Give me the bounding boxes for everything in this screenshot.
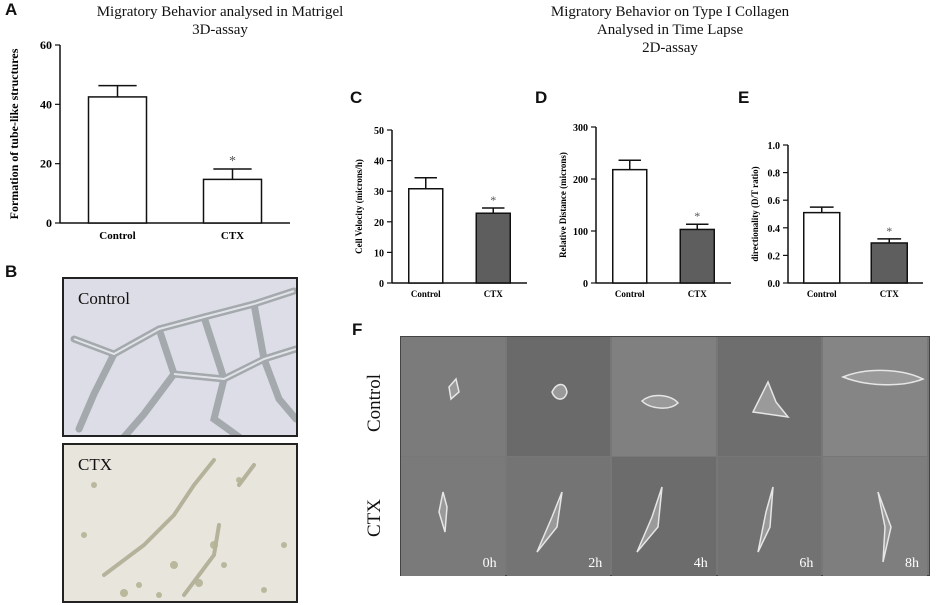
chart-a-ytick-label: 40 (40, 97, 52, 111)
cell-silhouette (841, 369, 926, 386)
matrigel-heading-line2: 3D-assay (192, 22, 248, 38)
timelapse-cell-ctx-0h: 0h (401, 457, 505, 576)
photo-ctx: CTX (62, 443, 298, 603)
chart-e: 0.0 0.2 0.4 0.6 0.8 1.0 directionality (D/T ra… (750, 141, 923, 299)
row-label-ctx: CTX (364, 499, 385, 537)
photo-control-label: Control (78, 289, 130, 308)
panel-letter-d: D (535, 88, 548, 107)
chart-e-ytick-label: 0.2 (768, 251, 781, 262)
chart-e-ytick-label: 0.8 (768, 169, 781, 180)
chart-e-significance: * (886, 224, 892, 238)
chart-a-significance: * (229, 154, 236, 169)
cell-silhouette (535, 491, 563, 553)
photo-ctx-label: CTX (78, 455, 112, 474)
timelapse-cell-control-2h (506, 337, 611, 456)
collagen-heading-line1: Migratory Behavior on Type I Collagen (550, 4, 790, 20)
chart-c-ytick-label: 50 (374, 126, 384, 137)
panel-letter-c: C (350, 88, 363, 107)
chart-a-category-label: Control (99, 230, 135, 242)
timepoint-label: 2h (588, 556, 603, 571)
timelapse-cell-control-0h (401, 337, 505, 456)
cell-silhouette (438, 491, 448, 533)
chart-c-category-label: Control (411, 289, 441, 299)
chart-a-bar-ctx (202, 178, 263, 224)
chart-c-significance: * (490, 193, 496, 207)
timelapse-cell-control-4h (612, 337, 716, 456)
timelapse-cell-control-8h (823, 337, 927, 456)
chart-c-bar-control (408, 188, 444, 284)
chart-c-ytick-label: 0 (379, 279, 384, 290)
chart-d: 0 100 200 300 Relative Distance (microns) Con… (558, 123, 731, 299)
cell-silhouette (550, 383, 568, 400)
row-label-control: Control (364, 373, 385, 433)
chart-c-bar-ctx (475, 212, 511, 284)
matrigel-heading: Migratory Behavior analysed in Matrigel … (70, 3, 370, 39)
photo-control-network (70, 287, 296, 435)
panel-letter-b: B (5, 262, 18, 281)
cell-silhouette (641, 394, 680, 409)
cell-silhouette (757, 486, 774, 553)
chart-a-ylabel: Formation of tube-like structures (7, 48, 21, 219)
timepoint-label: 0h (482, 556, 497, 571)
timelapse-frame: 0h 2h 4h 6h 8h (400, 336, 930, 576)
chart-d-bar-ctx (679, 228, 715, 284)
panel-letter-f: F (352, 320, 363, 339)
chart-d-ytick-label: 100 (573, 227, 588, 238)
chart-c-category-label: CTX (484, 289, 504, 299)
matrigel-heading-line1: Migratory Behavior analysed in Matrigel (96, 4, 344, 20)
chart-d-ytick-label: 300 (573, 123, 588, 134)
chart-a-category-label: CTX (221, 230, 244, 242)
chart-e-category-label: Control (807, 289, 837, 299)
timelapse-cell-ctx-8h: 8h (823, 457, 927, 576)
timepoint-label: 8h (904, 556, 919, 571)
chart-a: 0 20 40 60 Formation of tube-like structures… (7, 38, 290, 242)
chart-e-ytick-label: 0.4 (768, 224, 781, 235)
chart-c-ytick-label: 40 (374, 157, 384, 168)
photo-control: Control (62, 277, 298, 437)
timelapse-cell-control-6h (717, 337, 822, 456)
chart-e-ytick-label: 0.0 (768, 279, 781, 290)
chart-c-ylabel: Cell Velocity (microns/h) (354, 159, 364, 254)
chart-a-ytick-label: 20 (40, 157, 52, 171)
chart-d-bar-control (612, 168, 648, 284)
chart-c-ytick-label: 30 (374, 187, 384, 198)
photo-ctx-cells (81, 458, 287, 598)
chart-d-category-label: Control (615, 289, 645, 299)
collagen-heading-line3: 2D-assay (642, 40, 698, 56)
chart-c-ytick-label: 20 (374, 218, 384, 229)
chart-e-ytick-label: 0.6 (768, 196, 781, 207)
chart-d-category-label: CTX (688, 289, 708, 299)
chart-e-category-label: CTX (880, 289, 900, 299)
timelapse-cell-ctx-6h: 6h (717, 457, 822, 576)
cell-silhouette (751, 380, 790, 419)
chart-c-ytick-label: 10 (374, 248, 384, 259)
chart-c: 0 10 20 30 40 50 Cell Velocity (microns/h) Cont… (354, 126, 527, 299)
collagen-heading: Migratory Behavior on Type I Collagen An… (520, 3, 820, 57)
panel-letter-e: E (738, 88, 750, 107)
chart-a-ytick-label: 60 (40, 38, 52, 52)
chart-a-ytick-label: 0 (46, 216, 52, 230)
collagen-heading-line2: Analysed in Time Lapse (596, 22, 744, 38)
cell-silhouette (877, 491, 893, 563)
chart-a-bar-control (87, 96, 148, 224)
cell-silhouette (448, 377, 460, 401)
chart-d-significance: * (694, 209, 700, 223)
chart-e-ylabel: directionality (D/T ratio) (750, 166, 760, 261)
panel-letter-a: A (5, 0, 18, 19)
chart-d-ytick-label: 200 (573, 175, 588, 186)
chart-e-ytick-label: 1.0 (768, 141, 781, 152)
timelapse-cell-ctx-2h: 2h (506, 457, 611, 576)
chart-d-ylabel: Relative Distance (microns) (558, 152, 568, 258)
cell-silhouette (636, 486, 663, 553)
chart-d-ytick-label: 0 (583, 279, 588, 290)
timepoint-label: 4h (693, 556, 708, 571)
chart-e-bar-control (803, 211, 841, 284)
timelapse-cell-ctx-4h: 4h (612, 457, 716, 576)
chart-e-bar-ctx (870, 242, 908, 284)
timepoint-label: 6h (799, 556, 814, 571)
